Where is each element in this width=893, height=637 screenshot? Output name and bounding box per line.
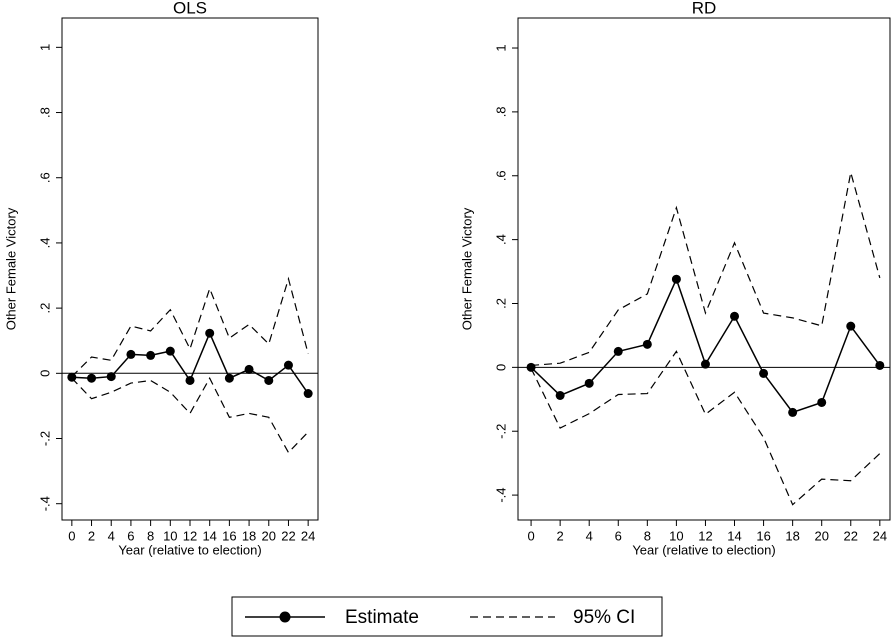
x-tick-label: 12 xyxy=(698,528,712,543)
ci-line xyxy=(531,172,881,367)
y-tick-label: -.2 xyxy=(37,431,52,446)
estimate-point xyxy=(165,346,175,356)
legend-label: Estimate xyxy=(345,607,419,628)
x-tick-label: 4 xyxy=(586,528,593,543)
estimate-point xyxy=(671,274,681,284)
y-tick-label: .8 xyxy=(493,106,508,117)
estimate-point xyxy=(613,346,623,356)
x-tick-label: 10 xyxy=(669,528,683,543)
x-tick-label: 22 xyxy=(281,528,295,543)
legend-label: 95% CI xyxy=(573,607,635,628)
x-tick-label: 2 xyxy=(88,528,95,543)
y-axis-label: Other Female Victory xyxy=(3,207,18,330)
y-tick-label: .4 xyxy=(493,234,508,245)
plot-frame xyxy=(517,17,891,521)
ci-line xyxy=(71,376,309,454)
x-tick-label: 24 xyxy=(873,528,887,543)
x-tick-label: 16 xyxy=(756,528,770,543)
estimate-point xyxy=(264,375,274,385)
x-tick-label: 0 xyxy=(527,528,534,543)
y-tick-label: 1 xyxy=(493,44,508,51)
x-tick-label: 24 xyxy=(301,528,315,543)
panel-title: OLS xyxy=(173,0,207,17)
estimate-point xyxy=(584,378,594,388)
x-tick-label: 18 xyxy=(785,528,799,543)
x-tick-label: 8 xyxy=(147,528,154,543)
y-tick-label: .2 xyxy=(493,298,508,309)
x-tick-label: 6 xyxy=(127,528,134,543)
panel-title: RD xyxy=(692,0,717,17)
estimate-point xyxy=(87,373,97,383)
estimate-point xyxy=(283,360,293,370)
estimate-point xyxy=(146,350,156,360)
estimate-point xyxy=(642,339,652,349)
ci-line xyxy=(530,350,881,506)
estimate-point xyxy=(759,368,769,378)
y-tick-label: -.2 xyxy=(493,424,508,439)
estimate-point xyxy=(224,373,234,383)
x-tick-label: 2 xyxy=(557,528,564,543)
y-tick-label: .4 xyxy=(37,238,52,249)
estimate-point xyxy=(788,407,798,417)
x-tick-label: 6 xyxy=(615,528,622,543)
estimate-point xyxy=(817,397,827,407)
y-tick-label: .6 xyxy=(493,170,508,181)
x-tick-label: 14 xyxy=(727,528,741,543)
estimate-point xyxy=(526,362,536,372)
estimate-point xyxy=(555,390,565,400)
y-tick-label: .2 xyxy=(37,303,52,314)
y-tick-label: .8 xyxy=(37,107,52,118)
plot-frame xyxy=(61,17,319,521)
x-tick-label: 18 xyxy=(242,528,256,543)
x-tick-label: 16 xyxy=(222,528,236,543)
x-tick-label: 20 xyxy=(814,528,828,543)
estimate-point xyxy=(126,349,136,359)
x-axis-label: Year (relative to election) xyxy=(632,542,775,557)
x-axis-label: Year (relative to election) xyxy=(118,542,261,557)
y-tick-label: -.4 xyxy=(37,496,52,511)
x-tick-label: 4 xyxy=(108,528,115,543)
y-tick-label: -.4 xyxy=(493,488,508,503)
y-axis-label: Other Female Victory xyxy=(459,207,474,330)
ci-line xyxy=(71,276,309,377)
estimate-point xyxy=(185,375,195,385)
estimate-point xyxy=(205,328,215,338)
y-tick-label: 1 xyxy=(37,44,52,51)
estimate-point xyxy=(875,360,885,370)
x-tick-label: 22 xyxy=(844,528,858,543)
estimate-point xyxy=(730,311,740,321)
estimate-point xyxy=(106,372,116,382)
estimate-line xyxy=(530,277,881,414)
estimate-point xyxy=(846,321,856,331)
x-tick-label: 14 xyxy=(202,528,216,543)
legend-marker xyxy=(279,611,291,623)
x-tick-label: 10 xyxy=(163,528,177,543)
y-tick-label: 0 xyxy=(493,364,508,371)
estimate-point xyxy=(244,364,254,374)
x-tick-label: 12 xyxy=(183,528,197,543)
x-tick-label: 0 xyxy=(68,528,75,543)
y-tick-label: 0 xyxy=(37,370,52,377)
x-tick-label: 20 xyxy=(262,528,276,543)
estimate-point xyxy=(303,389,313,399)
y-tick-label: .6 xyxy=(37,172,52,183)
x-tick-label: 8 xyxy=(644,528,651,543)
legend-box xyxy=(231,596,663,637)
estimate-point xyxy=(700,359,710,369)
